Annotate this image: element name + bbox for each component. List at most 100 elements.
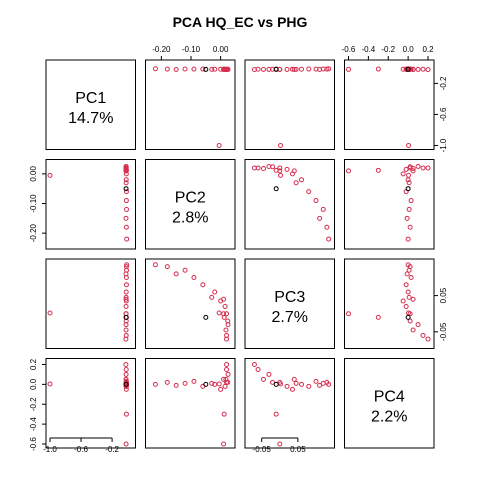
data-point	[293, 180, 299, 186]
x-tick-label: -0.2	[381, 45, 395, 54]
data-point	[209, 66, 215, 72]
y-tick-label: -1.0	[439, 138, 448, 152]
diagonal-label: PC4	[374, 388, 405, 405]
panel-frame	[45, 258, 136, 349]
data-point	[123, 441, 129, 447]
data-point	[405, 289, 411, 295]
data-point	[291, 66, 297, 72]
data-point	[223, 327, 229, 333]
data-point	[218, 386, 224, 392]
panel-frame	[45, 159, 136, 250]
data-point	[123, 314, 129, 320]
data-point	[123, 361, 129, 367]
data-point	[375, 167, 381, 173]
data-point	[224, 366, 230, 372]
data-point	[224, 361, 230, 367]
data-point	[326, 236, 332, 242]
panel-frame	[145, 358, 236, 449]
data-point	[123, 411, 129, 417]
data-point	[405, 262, 411, 268]
data-point	[317, 67, 323, 73]
data-point	[191, 378, 197, 384]
data-point	[123, 381, 129, 387]
data-point	[123, 164, 129, 170]
data-point	[406, 294, 412, 300]
diagonal-variance: 2.8%	[172, 209, 208, 226]
data-point	[324, 224, 330, 230]
data-point	[405, 186, 411, 192]
data-point	[410, 66, 416, 72]
x-tick-label: -0.6	[342, 45, 356, 54]
data-point	[404, 215, 410, 221]
data-point	[273, 66, 279, 72]
y-tick-label: -0.20	[29, 223, 38, 242]
data-point	[200, 66, 206, 72]
data-point	[222, 383, 228, 389]
data-point	[123, 296, 129, 302]
panel-frame	[244, 159, 335, 250]
data-point	[191, 66, 197, 72]
data-point	[313, 198, 319, 204]
data-point	[123, 186, 129, 192]
data-point	[289, 386, 295, 392]
data-point	[306, 189, 312, 195]
data-point	[407, 318, 413, 324]
data-point	[326, 381, 332, 387]
data-point	[212, 289, 218, 295]
x-tick-label: -1.0	[43, 445, 57, 454]
diagonal-label: PC1	[75, 90, 106, 107]
data-point	[203, 381, 209, 387]
data-point	[123, 371, 129, 377]
data-point	[123, 282, 129, 288]
data-point	[123, 177, 129, 183]
data-point	[299, 177, 305, 183]
data-point	[212, 381, 218, 387]
data-point	[346, 66, 351, 72]
data-point	[284, 383, 290, 389]
data-point	[182, 66, 188, 72]
data-point	[410, 168, 416, 174]
data-point	[123, 327, 129, 333]
data-point	[375, 66, 381, 72]
data-point	[273, 381, 279, 387]
data-point	[415, 163, 421, 169]
data-point	[152, 381, 158, 387]
data-point	[313, 378, 319, 384]
x-tick-label: -0.20	[152, 45, 171, 54]
diagonal-variance: 2.7%	[272, 309, 308, 326]
data-point	[225, 318, 231, 324]
data-point	[277, 379, 283, 385]
data-point	[260, 166, 266, 172]
y-tick-label: -0.4	[29, 417, 38, 431]
data-point	[216, 310, 222, 316]
data-point	[299, 66, 305, 72]
data-point	[123, 376, 129, 382]
data-point	[224, 336, 230, 342]
data-point	[224, 311, 230, 317]
data-point	[407, 224, 413, 230]
panel-frame	[244, 358, 335, 449]
data-point	[221, 376, 227, 382]
data-point	[221, 411, 227, 417]
data-point	[123, 215, 129, 221]
data-point	[216, 381, 222, 387]
y-tick-label: 0.00	[29, 166, 38, 182]
panel-frame	[344, 358, 435, 449]
data-point	[299, 381, 305, 387]
data-point	[221, 441, 227, 447]
data-point	[405, 236, 411, 242]
data-point	[270, 379, 276, 385]
data-point	[403, 303, 409, 309]
data-point	[270, 164, 276, 170]
data-point	[408, 274, 414, 280]
x-tick-label: 0.0	[403, 45, 415, 54]
data-point	[407, 311, 413, 317]
panel-frame	[145, 159, 236, 250]
data-point	[293, 66, 299, 72]
data-point	[173, 67, 179, 73]
y-tick-label: 0.05	[439, 287, 448, 303]
data-point	[420, 332, 426, 338]
data-point	[420, 66, 426, 72]
panel-frame	[344, 59, 435, 150]
